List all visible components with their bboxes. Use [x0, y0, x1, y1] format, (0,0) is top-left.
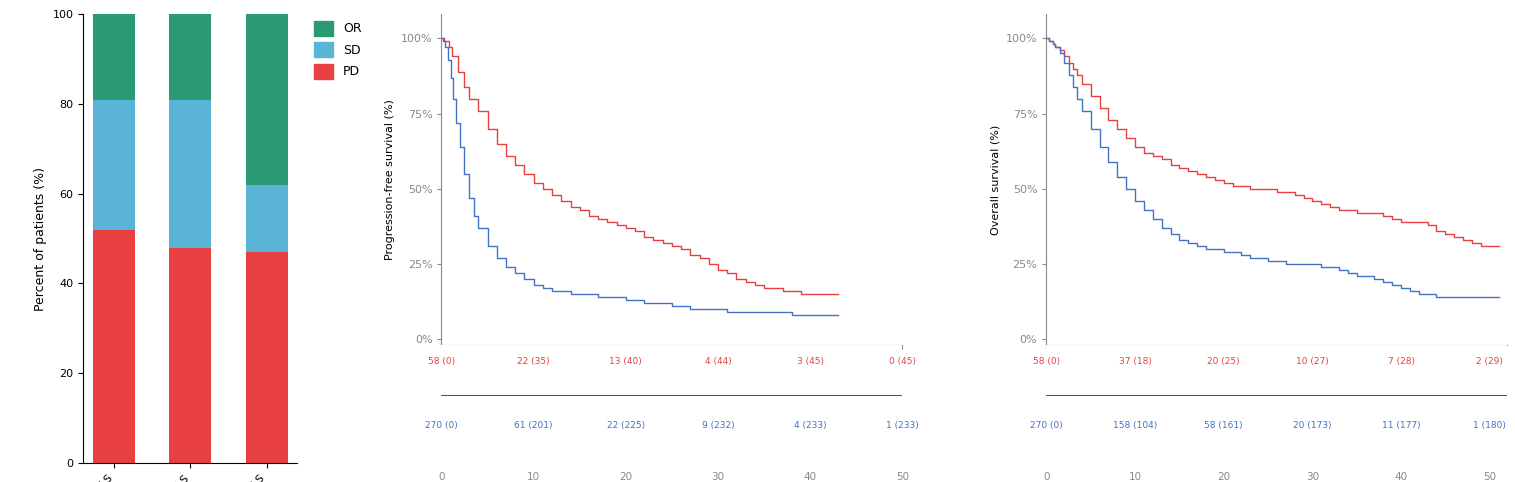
- Text: 10 (27): 10 (27): [1295, 357, 1329, 366]
- Text: 22 (225): 22 (225): [608, 421, 645, 429]
- Text: 13 (40): 13 (40): [609, 357, 642, 366]
- Text: 9 (232): 9 (232): [701, 421, 735, 429]
- Text: 22 (35): 22 (35): [517, 357, 550, 366]
- Text: 1 (233): 1 (233): [886, 421, 918, 429]
- Text: 2 (29): 2 (29): [1476, 357, 1503, 366]
- Bar: [245, 252, 288, 463]
- Y-axis label: Progression-free survival (%): Progression-free survival (%): [385, 99, 395, 260]
- Text: 20 (173): 20 (173): [1294, 421, 1332, 429]
- Text: 11 (177): 11 (177): [1382, 421, 1421, 429]
- Text: 0 (45): 0 (45): [889, 357, 917, 366]
- Text: 4 (233): 4 (233): [794, 421, 827, 429]
- Bar: [92, 14, 135, 100]
- Bar: [170, 100, 212, 248]
- Text: 58 (0): 58 (0): [1033, 357, 1060, 366]
- Text: 1 (180): 1 (180): [1473, 421, 1506, 429]
- Bar: [92, 229, 135, 463]
- Text: 58 (161): 58 (161): [1204, 421, 1242, 429]
- Text: 20 (25): 20 (25): [1207, 357, 1239, 366]
- Y-axis label: Percent of patients (%): Percent of patients (%): [33, 167, 47, 310]
- Bar: [92, 100, 135, 229]
- Bar: [245, 185, 288, 252]
- Text: 158 (104): 158 (104): [1114, 421, 1157, 429]
- Text: 270 (0): 270 (0): [426, 421, 458, 429]
- Text: 7 (28): 7 (28): [1388, 357, 1415, 366]
- Text: 58 (0): 58 (0): [427, 357, 454, 366]
- Text: 270 (0): 270 (0): [1030, 421, 1062, 429]
- Bar: [245, 14, 288, 185]
- Y-axis label: Overall survival (%): Overall survival (%): [991, 124, 1000, 235]
- Text: 4 (44): 4 (44): [704, 357, 732, 366]
- Bar: [170, 248, 212, 463]
- Text: 37 (18): 37 (18): [1118, 357, 1151, 366]
- Text: 61 (201): 61 (201): [515, 421, 553, 429]
- Legend: OR, SD, PD: OR, SD, PD: [315, 21, 362, 79]
- Bar: [170, 14, 212, 100]
- Text: 3 (45): 3 (45): [797, 357, 824, 366]
